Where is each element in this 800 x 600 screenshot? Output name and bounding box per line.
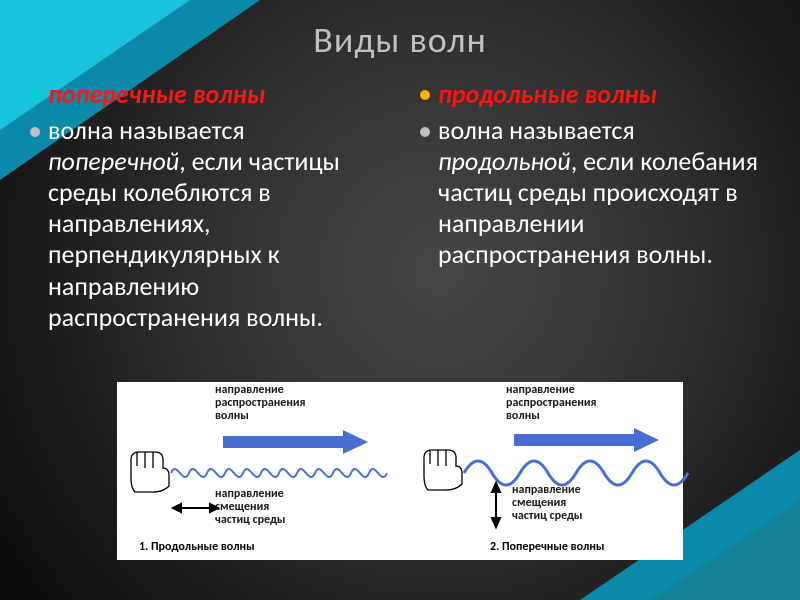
wave-diagram: направлениераспространенияволны направле…	[117, 382, 683, 560]
label-propagation-direction: направлениераспространенияволны	[215, 384, 306, 424]
slide-title: Виды волн	[0, 18, 800, 62]
text: волна называется	[48, 114, 245, 146]
text-italic: поперечной	[48, 145, 179, 177]
right-body-row: волна называется продольной, если колеба…	[420, 115, 770, 271]
text: волна называется	[438, 114, 635, 146]
text-italic: продольной	[438, 145, 571, 177]
left-body-row: волна называется поперечной, если частиц…	[30, 115, 380, 333]
bullet-icon	[30, 90, 40, 100]
column-left: поперечные волны волна называется попере…	[30, 80, 380, 333]
bullet-icon	[420, 127, 430, 137]
label-displacement-direction: направлениесмещениячастиц среды	[215, 488, 285, 528]
caption-transverse: 2. Поперечные волны	[490, 540, 604, 554]
left-heading: поперечные волны	[48, 80, 265, 109]
left-body: волна называется поперечной, если частиц…	[48, 115, 380, 333]
diagram-transverse: направлениераспространенияволны направле…	[412, 382, 707, 560]
right-heading-row: продольные волны	[420, 80, 770, 109]
columns: поперечные волны волна называется попере…	[30, 80, 770, 333]
label-displacement-direction: направлениесмещениячастиц среды	[512, 484, 582, 524]
label-propagation-direction: направлениераспространенияволны	[506, 384, 597, 424]
slide: Виды волн поперечные волны волна называе…	[0, 0, 800, 600]
bullet-icon	[420, 90, 430, 100]
right-body: волна называется продольной, если колеба…	[438, 115, 770, 271]
left-heading-row: поперечные волны	[30, 80, 380, 109]
caption-longitudinal: 1. Продольные волны	[139, 540, 255, 554]
diagram-longitudinal: направлениераспространенияволны направле…	[117, 382, 412, 560]
column-right: продольные волны волна называется продол…	[420, 80, 770, 333]
right-heading: продольные волны	[438, 80, 657, 109]
bullet-icon	[30, 127, 40, 137]
